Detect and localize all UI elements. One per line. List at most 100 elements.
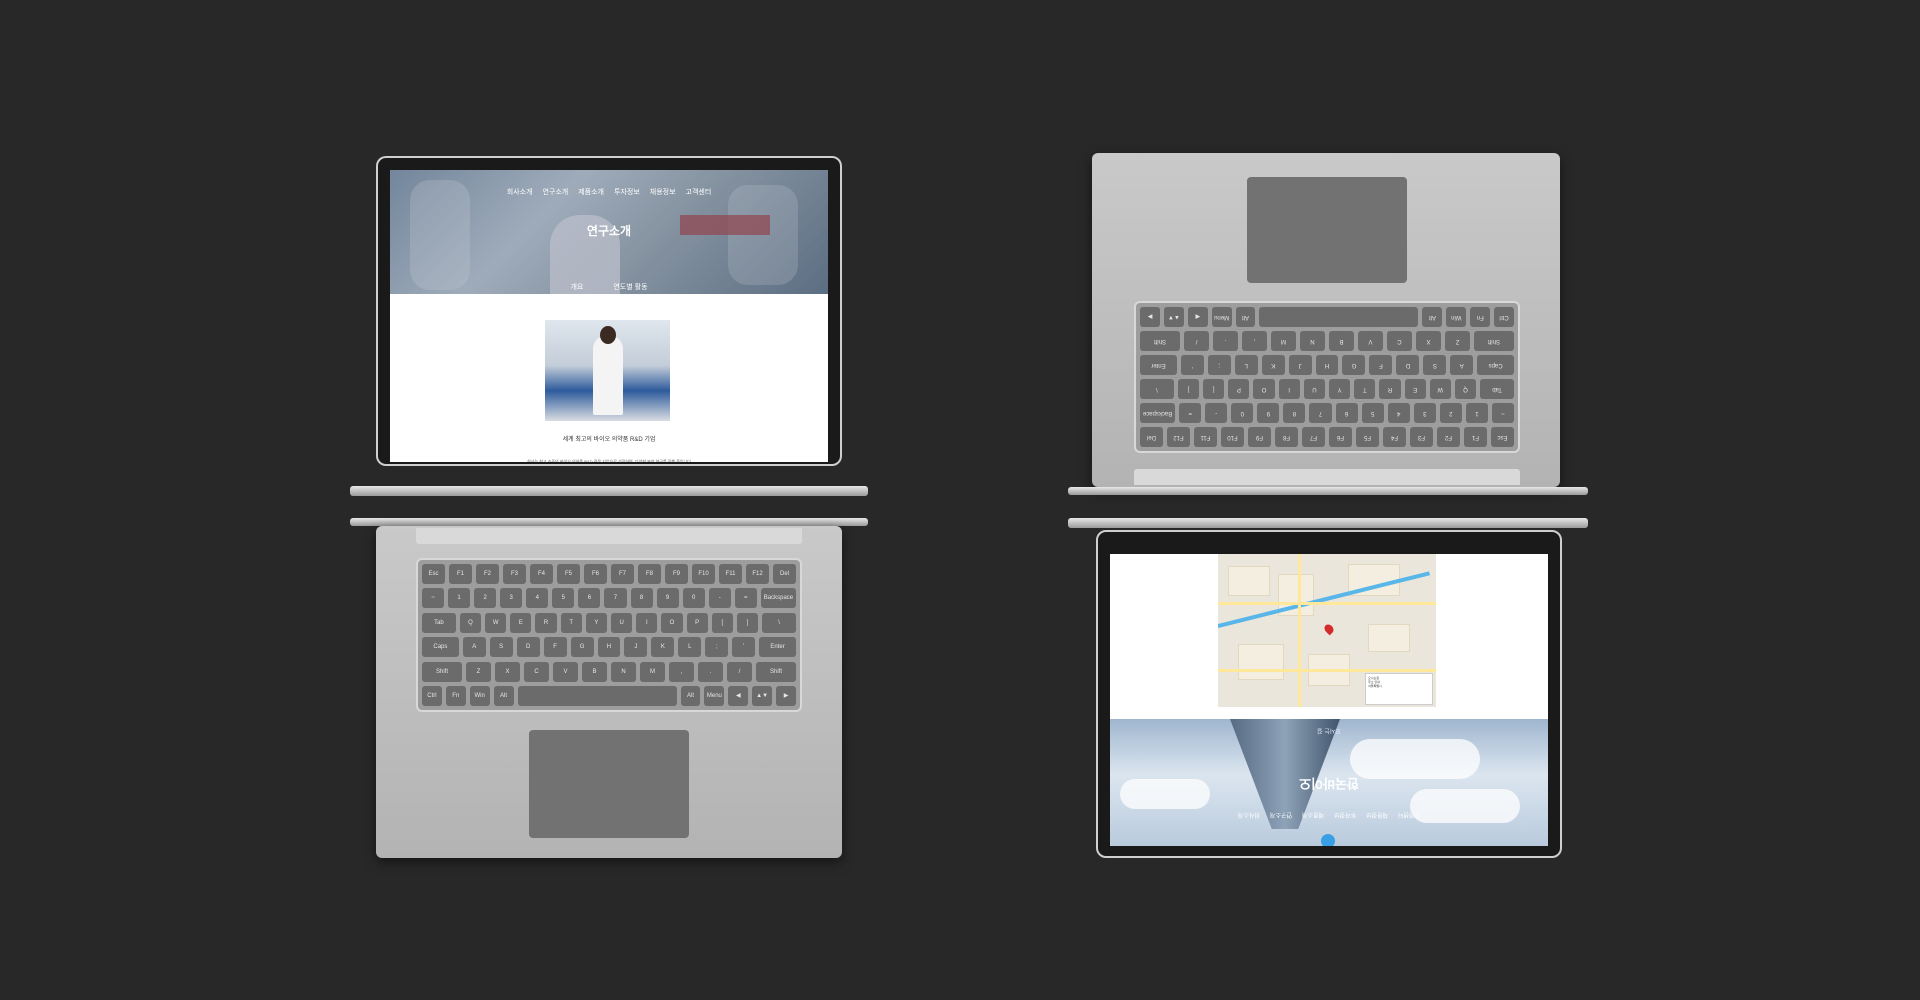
keyboard-key[interactable]: Menu <box>1211 307 1232 327</box>
keyboard-key[interactable]: F <box>1369 355 1393 375</box>
nav-item[interactable]: 제품소개 <box>578 189 604 196</box>
keyboard-key[interactable]: N <box>611 661 636 682</box>
keyboard-key[interactable]: F6 <box>584 564 607 584</box>
keyboard-key[interactable]: [ <box>1203 379 1225 399</box>
keyboard-key[interactable]: Shift <box>756 661 796 682</box>
keyboard-key[interactable]: Alt <box>493 685 514 706</box>
footer-nav-item[interactable]: 제품소개 <box>1301 811 1324 817</box>
keyboard-key[interactable]: U <box>1303 379 1325 399</box>
keyboard-key[interactable]: Backspace <box>760 588 797 609</box>
nav-item[interactable]: 투자정보 <box>614 189 640 196</box>
keyboard-key[interactable]: G <box>1342 355 1366 375</box>
tab-yearly-activity[interactable]: 연도별 활동 <box>613 284 648 291</box>
keyboard-key[interactable]: Tab <box>1480 379 1514 399</box>
keyboard-key[interactable]: H <box>597 637 621 658</box>
keyboard-key[interactable]: K <box>1261 355 1285 375</box>
keyboard-key[interactable]: 0 <box>682 588 705 609</box>
keyboard-key[interactable]: 0 <box>1231 403 1254 423</box>
keyboard-key[interactable]: K <box>651 637 675 658</box>
keyboard-key[interactable]: Fn <box>445 685 466 706</box>
keyboard-key[interactable]: Alt <box>1422 307 1443 327</box>
keyboard-key[interactable]: F4 <box>1383 427 1406 447</box>
keyboard-key[interactable]: J <box>1288 355 1312 375</box>
keyboard-key[interactable]: P <box>1228 379 1250 399</box>
keyboard-key[interactable]: W <box>1429 379 1451 399</box>
keyboard-key[interactable]: F7 <box>1302 427 1325 447</box>
keyboard-key[interactable]: F10 <box>692 564 715 584</box>
keyboard-key[interactable]: F1 <box>1464 427 1487 447</box>
keyboard-key[interactable]: Menu <box>704 685 725 706</box>
keyboard-key[interactable]: R <box>1379 379 1401 399</box>
keyboard-key[interactable]: I <box>636 612 658 633</box>
keyboard-key[interactable]: F2 <box>1437 427 1460 447</box>
tab-overview[interactable]: 개요 <box>570 284 584 291</box>
keyboard-key[interactable]: 4 <box>526 588 549 609</box>
keyboard-key[interactable]: 5 <box>1361 403 1384 423</box>
keyboard-key[interactable]: ▶ <box>776 685 796 706</box>
keyboard-key[interactable]: F2 <box>476 564 499 584</box>
keyboard-key[interactable]: Alt <box>680 685 701 706</box>
keyboard-key[interactable]: F9 <box>1248 427 1271 447</box>
keyboard-key[interactable]: L <box>1234 355 1258 375</box>
keyboard-key[interactable]: J <box>624 637 648 658</box>
keyboard-key[interactable]: R <box>535 612 557 633</box>
keyboard-key[interactable]: . <box>698 661 723 682</box>
keyboard-key[interactable]: Caps <box>1477 355 1514 375</box>
keyboard-key[interactable]: F10 <box>1221 427 1244 447</box>
nav-item[interactable]: 회사소개 <box>506 189 533 196</box>
keyboard-key[interactable]: 9 <box>1257 403 1280 423</box>
keyboard-key[interactable]: C <box>1387 331 1412 351</box>
keyboard-key[interactable]: F3 <box>1410 427 1433 447</box>
keyboard-key[interactable]: F8 <box>638 564 661 584</box>
keyboard-key[interactable]: Ctrl <box>422 685 442 706</box>
keyboard-key[interactable]: C <box>524 661 549 682</box>
keyboard-key[interactable]: [ <box>711 612 733 633</box>
location-map[interactable]: 오시는길 주소 안내 서울특별시 <box>1218 554 1436 707</box>
keyboard-key[interactable]: S <box>489 637 513 658</box>
keyboard-key[interactable]: F5 <box>1356 427 1379 447</box>
keyboard-key[interactable]: 8 <box>630 588 653 609</box>
keyboard-key[interactable]: Caps <box>422 637 459 658</box>
keyboard-key[interactable]: 3 <box>500 588 523 609</box>
keyboard-key[interactable]: Win <box>469 685 490 706</box>
keyboard-key[interactable]: F9 <box>665 564 688 584</box>
nav-item[interactable]: 고객센터 <box>685 189 712 196</box>
keyboard-key[interactable]: F5 <box>557 564 580 584</box>
keyboard-key[interactable]: 1 <box>448 588 471 609</box>
keyboard-key[interactable]: P <box>686 612 708 633</box>
keyboard-key[interactable]: B <box>582 661 607 682</box>
keyboard-key[interactable]: F6 <box>1329 427 1352 447</box>
keyboard-key[interactable]: 8 <box>1283 403 1306 423</box>
keyboard-key[interactable]: Q <box>1454 379 1477 399</box>
keyboard-key[interactable]: 9 <box>656 588 679 609</box>
keyboard-key[interactable]: F <box>543 637 567 658</box>
keyboard-key[interactable]: 6 <box>1335 403 1358 423</box>
keyboard-key[interactable]: O <box>661 612 683 633</box>
keyboard-key[interactable]: G <box>570 637 594 658</box>
keyboard-key[interactable]: F11 <box>1194 427 1217 447</box>
keyboard-key[interactable]: Enter <box>759 637 796 658</box>
keyboard-key[interactable]: S <box>1423 355 1447 375</box>
keyboard-key[interactable]: \ <box>1139 379 1174 399</box>
keyboard-key[interactable]: 7 <box>1309 403 1332 423</box>
keyboard-key[interactable]: ' <box>732 637 756 658</box>
nav-item[interactable]: 채용정보 <box>649 189 676 196</box>
keyboard-key[interactable]: 6 <box>578 588 601 609</box>
keyboard-key[interactable]: Z <box>466 661 491 682</box>
right-trackpad[interactable] <box>1247 177 1407 283</box>
keyboard-key[interactable]: ; <box>1207 355 1231 375</box>
keyboard-key[interactable]: Fn <box>1470 307 1491 327</box>
keyboard-key[interactable]: ▶ <box>1140 307 1160 327</box>
keyboard-key[interactable]: E <box>510 612 532 633</box>
keyboard-key[interactable]: Esc <box>422 564 445 584</box>
keyboard-key[interactable]: 7 <box>604 588 627 609</box>
keyboard-key[interactable]: , <box>1242 331 1267 351</box>
footer-nav-item[interactable]: 채용정보 <box>1366 811 1389 817</box>
keyboard-key[interactable]: ] <box>736 612 759 633</box>
keyboard-key[interactable]: Shift <box>1140 331 1180 351</box>
keyboard-key[interactable]: T <box>560 612 582 633</box>
footer-nav-item[interactable]: 고객센터 <box>1398 811 1421 817</box>
footer-nav-item[interactable]: 투자정보 <box>1334 811 1357 817</box>
keyboard-key[interactable]: ] <box>1177 379 1200 399</box>
keyboard-key[interactable]: ◀ <box>728 685 749 706</box>
